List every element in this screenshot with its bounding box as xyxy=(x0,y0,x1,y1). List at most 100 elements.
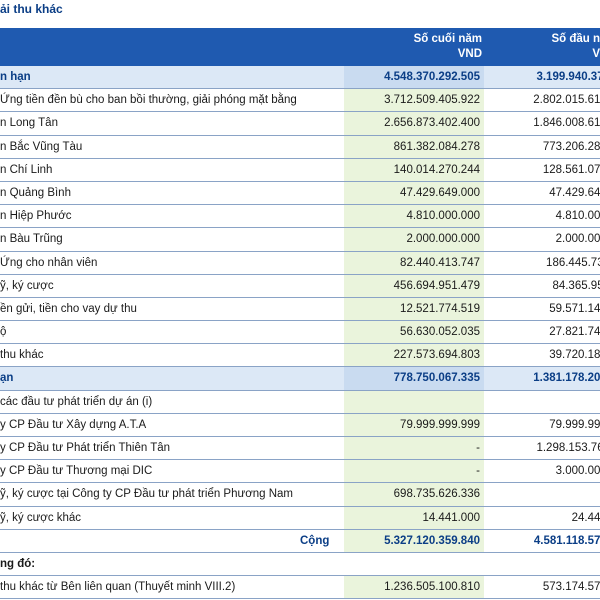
table-row: ền gửi, tiền cho vay dự thu 12.521.774.51… xyxy=(0,297,600,322)
opening-balance-value: 84.365.955 xyxy=(552,279,600,292)
opening-balance-value: 773.206.284. xyxy=(542,140,600,153)
table-row: ỹ, ký cược 456.694.951.479 84.365.955 xyxy=(0,274,600,298)
opening-balance-value: 39.720.184. xyxy=(549,349,600,362)
closing-balance-value: 4.548.370.292.505 xyxy=(344,66,484,89)
closing-balance-value: 4.810.000.000 xyxy=(344,205,484,228)
opening-balance-value: 186.445.730 xyxy=(546,256,600,269)
row-label: y CP Đầu tư Phát triển Thiên Tân xyxy=(0,442,171,454)
closing-balance-value: 14.441.000 xyxy=(344,506,484,529)
closing-balance-value: 56.630.052.035 xyxy=(344,321,484,344)
table-row: Ứng tiền đền bù cho ban bồi thường, giải… xyxy=(0,89,600,113)
table-row: thu khác 227.573.694.803 39.720.184. xyxy=(0,344,600,368)
opening-balance-cell: 2.000.000. xyxy=(486,228,600,250)
table-row: n Hiệp Phước 4.810.000.000 4.810.000. xyxy=(0,205,600,229)
opening-balance-cell: 1.381.178.201. xyxy=(486,367,600,389)
table-row: các đầu tư phát triển dự án (i) xyxy=(0,390,600,414)
opening-balance-cell: 186.445.730 xyxy=(486,252,600,274)
opening-balance-cell: 24.441. xyxy=(486,507,600,529)
closing-balance-value: - xyxy=(344,437,484,460)
opening-balance-cell: 128.561.070. xyxy=(486,159,600,181)
table-row: y CP Đầu tư Xây dựng A.T.A 79.999.999.999… xyxy=(0,413,600,437)
closing-balance-value: 698.735.626.336 xyxy=(344,483,484,506)
row-label: n hạn xyxy=(0,71,31,83)
table-row: y CP Đầu tư Thương mại DIC - 3.000.000. xyxy=(0,460,600,484)
header-closing-unit: VND xyxy=(457,48,482,60)
table-row: n Bắc Vũng Tàu 861.382.084.278 773.206.284… xyxy=(0,135,600,159)
closing-balance-value: 47.429.649.000 xyxy=(344,181,484,205)
section-row: n hạn 4.548.370.292.505 3.199.940.372 xyxy=(0,66,600,90)
opening-balance-cell: 1.298.153.760 xyxy=(486,437,600,459)
table-row: y CP Đầu tư Phát triển Thiên Tân - 1.298.1… xyxy=(0,437,600,461)
closing-balance-value: 140.014.270.244 xyxy=(344,158,484,181)
row-label: ỹ, ký cược tại Công ty CP Đầu tư phát tr… xyxy=(0,488,293,501)
table-row: n Quảng Bình 47.429.649.000 47.429.649. xyxy=(0,181,600,206)
closing-balance-value: 778.750.067.335 xyxy=(344,367,484,390)
opening-balance-cell: 39.720.184. xyxy=(486,344,600,366)
closing-balance-value: - xyxy=(344,460,484,483)
row-label: thu khác từ Bên liên quan (Thuyết minh V… xyxy=(0,581,236,594)
opening-balance-cell: 79.999.999. xyxy=(486,414,600,436)
row-label: y CP Đầu tư Xây dựng A.T.A xyxy=(0,418,147,431)
closing-balance-value: 5.327.120.359.840 xyxy=(344,529,484,552)
closing-balance-value xyxy=(344,553,484,575)
opening-balance-cell: 1.846.008.612. xyxy=(486,112,600,134)
closing-balance-value: 2.000.000.000 xyxy=(344,228,484,251)
opening-balance-cell: 84.365.955 xyxy=(486,275,600,297)
row-label: n Chí Linh xyxy=(0,163,53,176)
table-row: ng đó: xyxy=(0,553,600,577)
opening-balance-value: 4.581.118.573. xyxy=(533,534,600,547)
opening-balance-cell: 2.802.015.615. xyxy=(486,89,600,111)
opening-balance-value: 3.199.940.372 xyxy=(536,71,600,83)
opening-balance-value: 573.174.572. xyxy=(542,581,600,594)
opening-balance-value: 128.561.070. xyxy=(542,163,600,176)
closing-balance-value: 1.236.505.100.810 xyxy=(344,576,484,599)
row-label: Ứng tiền đền bù cho ban bồi thường, giải… xyxy=(0,94,297,107)
table-header: Số cuối năm VND Số đầu n V xyxy=(0,28,600,66)
header-opening-unit: V xyxy=(592,48,600,60)
row-label: y CP Đầu tư Thương mại DIC xyxy=(0,465,153,478)
closing-balance-value: 227.573.694.803 xyxy=(344,344,484,367)
row-label: n Long Tân xyxy=(0,117,58,130)
header-opening-balance: Số đầu n V xyxy=(486,32,600,62)
opening-balance-cell: 4.581.118.573. xyxy=(486,530,600,552)
closing-balance-value: 79.999.999.999 xyxy=(344,413,484,436)
opening-balance-value: 59.571.144. xyxy=(549,302,600,315)
row-label: n Hiệp Phước xyxy=(0,210,72,223)
opening-balance-cell: 3.199.940.372 xyxy=(486,66,600,88)
opening-balance-cell: 3.000.000. xyxy=(486,460,600,482)
total-row: Cộng 5.327.120.359.840 4.581.118.573. xyxy=(0,529,600,553)
table-row: ỹ, ký cược khác 14.441.000 24.441. xyxy=(0,506,600,530)
row-label: ạn xyxy=(0,372,14,385)
opening-balance-value: 27.821.741. xyxy=(549,326,600,339)
opening-balance-value: 2.000.000. xyxy=(555,233,600,246)
closing-balance-value: 12.521.774.519 xyxy=(344,297,484,321)
row-label: ng đó: xyxy=(0,557,36,570)
opening-balance-cell: 59.571.144. xyxy=(486,298,600,320)
table-row: ỹ, ký cược tại Công ty CP Đầu tư phát tr… xyxy=(0,483,600,507)
closing-balance-value: 82.440.413.747 xyxy=(344,251,484,274)
row-label: Ứng cho nhân viên xyxy=(0,256,98,269)
table-row: n Long Tân 2.656.873.402.400 1.846.008.612… xyxy=(0,112,600,136)
closing-balance-value: 2.656.873.402.400 xyxy=(344,112,484,135)
opening-balance-cell: 27.821.741. xyxy=(486,321,600,343)
header-closing-label: Số cuối năm xyxy=(413,33,482,45)
opening-balance-value: 1.846.008.612. xyxy=(533,117,600,130)
opening-balance-value: 3.000.000. xyxy=(555,465,600,478)
opening-balance-cell: 4.810.000. xyxy=(486,205,600,227)
table-row: n Chí Linh 140.014.270.244 128.561.070. xyxy=(0,158,600,182)
row-label: Cộng xyxy=(300,534,330,547)
opening-balance-value: 1.381.178.201. xyxy=(533,372,600,385)
row-label: n Bàu Trũng xyxy=(0,233,63,246)
row-label: n Quảng Bình xyxy=(0,186,71,199)
header-closing-balance: Số cuối năm VND xyxy=(345,32,482,62)
table-body: n hạn 4.548.370.292.505 3.199.940.372 Ứng t… xyxy=(0,66,600,600)
opening-balance-cell xyxy=(486,391,600,413)
opening-balance-value: 79.999.999. xyxy=(549,418,600,431)
row-label: thu khác xyxy=(0,349,44,362)
closing-balance-value: 861.382.084.278 xyxy=(344,135,484,158)
table-row: ộ 56.630.052.035 27.821.741. xyxy=(0,321,600,345)
opening-balance-value: 4.810.000. xyxy=(555,210,600,223)
section-title: ải thu khác xyxy=(0,2,63,16)
row-label: ền gửi, tiền cho vay dự thu xyxy=(0,302,137,315)
row-label: các đầu tư phát triển dự án (i) xyxy=(0,395,153,408)
